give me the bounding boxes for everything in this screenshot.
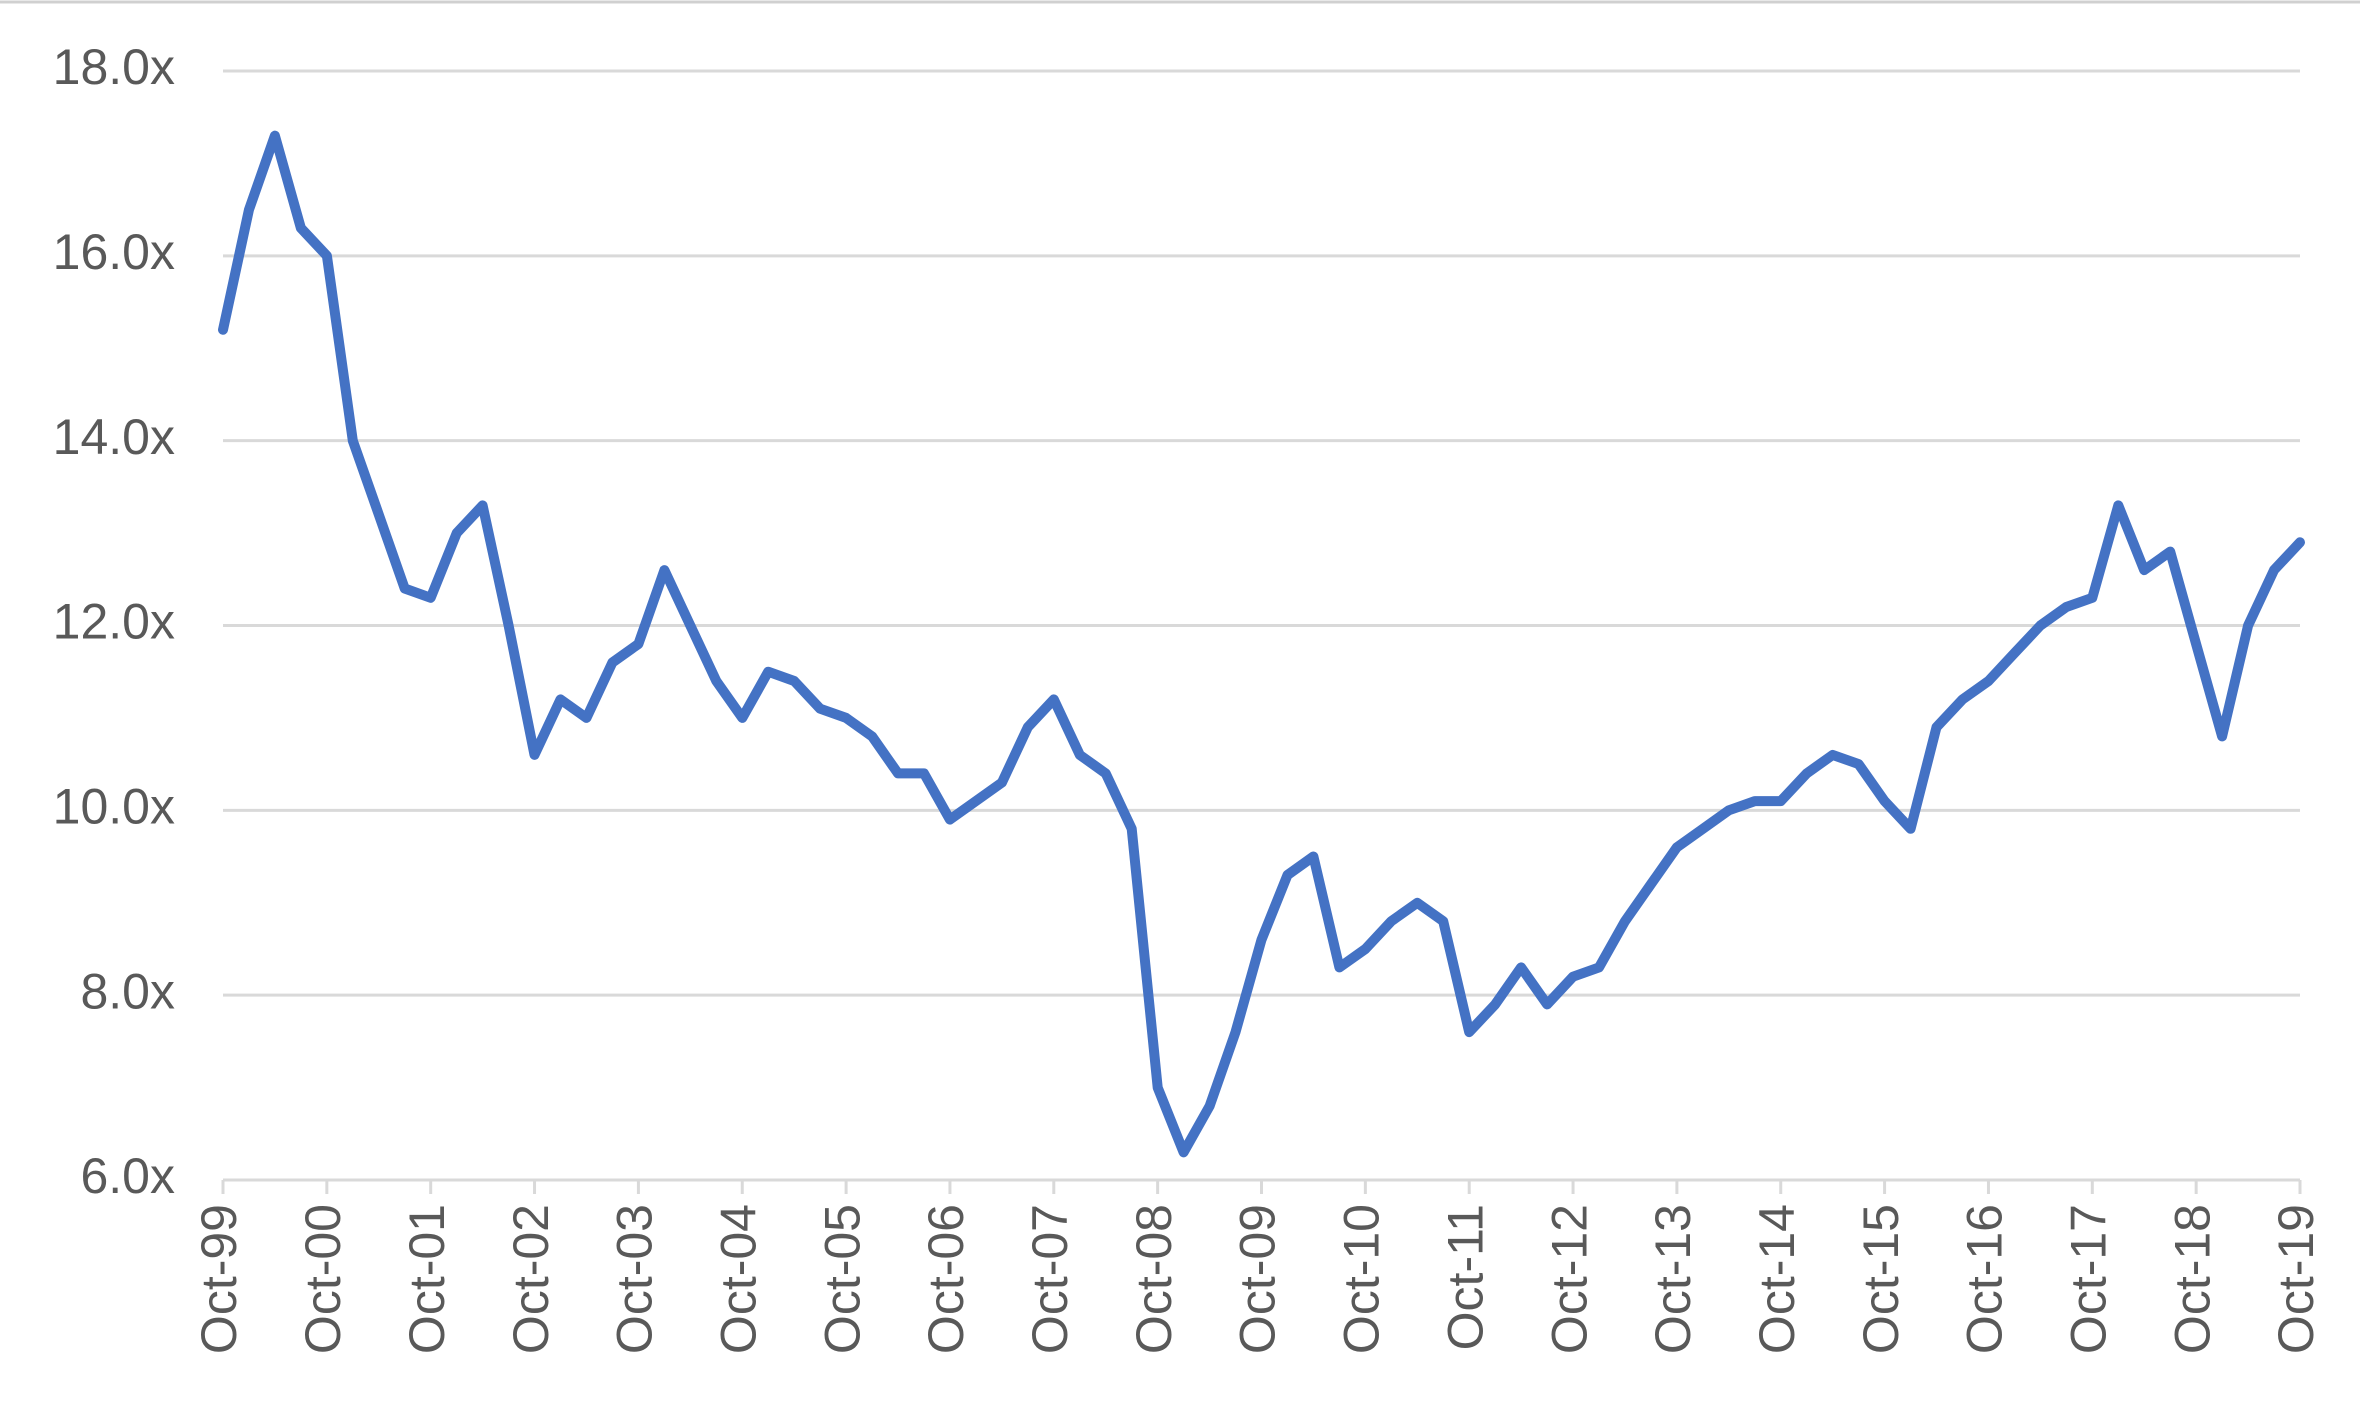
x-tick-label: Oct-00	[295, 1204, 351, 1354]
x-tick-label: Oct-17	[2061, 1204, 2117, 1354]
x-tick-label: Oct-08	[1126, 1204, 1182, 1354]
x-tick-label: Oct-12	[1541, 1204, 1597, 1354]
x-tick-label: Oct-03	[607, 1204, 663, 1354]
x-tick-label: Oct-09	[1230, 1204, 1286, 1354]
x-tick-label: Oct-16	[1957, 1204, 2013, 1354]
x-tick-label: Oct-02	[503, 1204, 559, 1354]
y-tick-label: 18.0x	[53, 39, 175, 95]
y-tick-label: 10.0x	[53, 779, 175, 835]
x-tick-label: Oct-11	[1437, 1204, 1493, 1350]
x-tick-label: Oct-19	[2268, 1204, 2324, 1354]
line-series	[218, 130, 2305, 1158]
y-tick-label: 8.0x	[80, 963, 175, 1019]
x-tick-label: Oct-05	[814, 1204, 870, 1354]
x-tick-label: Oct-10	[1334, 1204, 1390, 1354]
y-tick-label: 6.0x	[80, 1148, 175, 1204]
y-tick-label: 12.0x	[53, 594, 175, 650]
x-tick-label: Oct-15	[1853, 1204, 1909, 1354]
x-tick-label: Oct-14	[1749, 1204, 1805, 1354]
x-tick-label: Oct-13	[1645, 1204, 1701, 1354]
x-tick-label: Oct-07	[1022, 1204, 1078, 1354]
x-tick-label: Oct-06	[918, 1204, 974, 1354]
x-tick-label: Oct-18	[2164, 1204, 2220, 1354]
y-tick-label: 16.0x	[53, 224, 175, 280]
y-tick-label: 14.0x	[53, 409, 175, 465]
x-tick-label: Oct-04	[710, 1204, 766, 1354]
x-tick-label: Oct-01	[399, 1204, 455, 1354]
x-tick-label: Oct-99	[191, 1204, 247, 1354]
